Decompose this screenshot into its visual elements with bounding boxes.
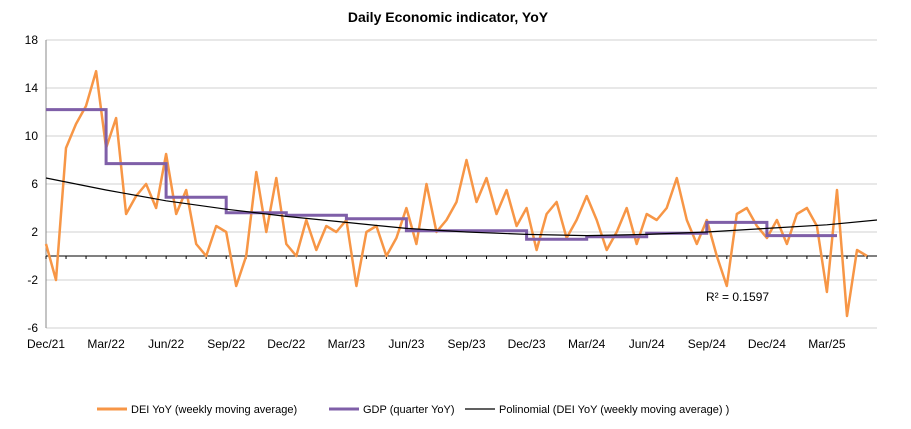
- y-tick-label: 10: [25, 129, 39, 143]
- x-tick-label: Mar/24: [568, 337, 606, 351]
- y-tick-label: -2: [27, 273, 38, 287]
- y-tick-label: 2: [31, 225, 38, 239]
- legend-label: GDP (quarter YoY): [363, 404, 455, 416]
- x-tick-label: Dec/23: [508, 337, 546, 351]
- x-tick-label: Jun/24: [629, 337, 665, 351]
- x-tick-label: Dec/22: [267, 337, 305, 351]
- x-tick-label: Sep/22: [207, 337, 245, 351]
- series-line-trend: [45, 177, 878, 237]
- series-line-dei: [44, 69, 868, 318]
- r-squared-annotation: R² = 0.1597: [706, 290, 769, 304]
- axes: 18 14 10 6 2 -2 -6 Dec/21 Mar/22 Jun/22 Sep/22 Dec/…: [25, 33, 877, 351]
- x-tick-label: Mar/22: [87, 337, 125, 351]
- x-tick-label: Sep/23: [447, 337, 485, 351]
- x-tick-label: Jun/23: [388, 337, 424, 351]
- y-tick-label: 14: [25, 81, 39, 95]
- legend-label: DEI YoY (weekly moving average): [131, 404, 297, 416]
- y-tick-label: -6: [27, 321, 38, 335]
- x-tick-label: Jun/22: [148, 337, 184, 351]
- legend: DEI YoY (weekly moving average) GDP (quar…: [97, 404, 729, 416]
- chart-title: Daily Economic indicator, YoY: [348, 9, 549, 25]
- x-tick-label: Mar/23: [328, 337, 366, 351]
- series: [44, 69, 878, 318]
- y-tick-label: 6: [31, 177, 38, 191]
- legend-label: Polinomial (DEI YoY (weekly moving avera…: [499, 404, 729, 416]
- x-tick-label: Dec/21: [27, 337, 65, 351]
- x-tick-label: Dec/24: [748, 337, 786, 351]
- series-line-gdp: [46, 108, 837, 241]
- y-tick-label: 18: [25, 33, 39, 47]
- x-tick-label: Mar/25: [808, 337, 846, 351]
- x-tick-label: Sep/24: [688, 337, 726, 351]
